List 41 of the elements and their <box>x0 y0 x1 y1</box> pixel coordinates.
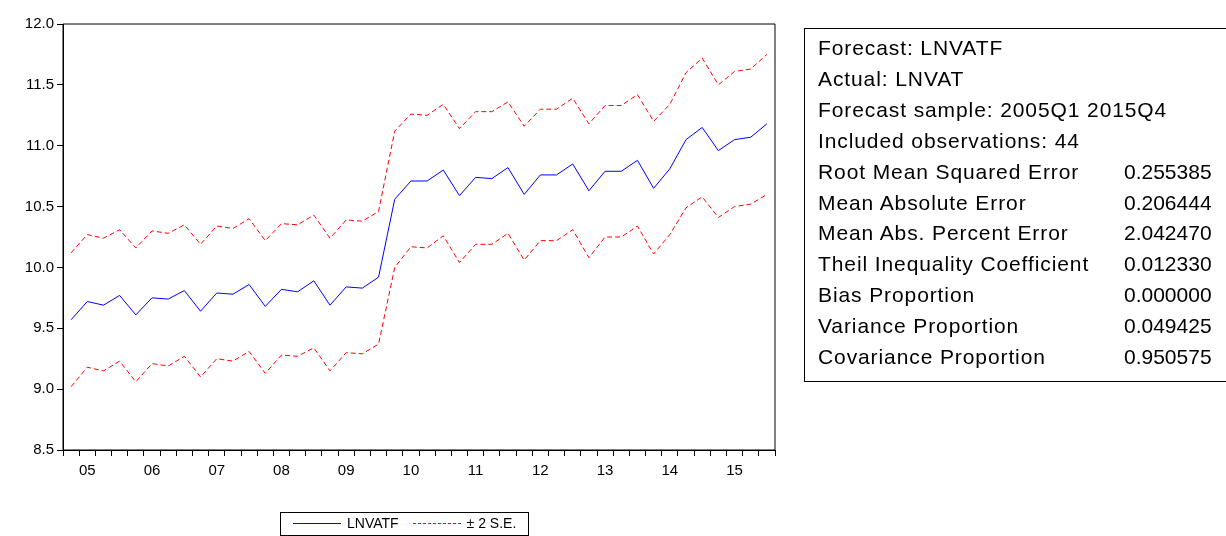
category-label: Forecast: LNVATF <box>818 35 1004 61</box>
x-tick-label: 05 <box>78 461 96 479</box>
legend-label: LNVATF <box>347 515 399 531</box>
category-label: Variance Proportion <box>818 313 1021 340</box>
category-label: Mean Absolute Error <box>818 189 1028 216</box>
line-series <box>70 53 768 254</box>
line-series <box>70 193 768 388</box>
x-tick-label: 15 <box>726 461 743 479</box>
y-tick-label: 11.0 <box>25 135 54 153</box>
category-label: Covariance Proportion <box>818 344 1047 371</box>
text: 0.950575 <box>1124 345 1212 369</box>
text: 0.049425 <box>1124 314 1212 338</box>
x-tick-label: 08 <box>273 461 290 479</box>
category-label: Bias Proportion <box>818 282 977 309</box>
x-tick-label: 12 <box>532 461 549 479</box>
x-tick-label: 10 <box>402 461 420 479</box>
category-label: Theil Inequality Coefficient <box>818 251 1091 278</box>
x-tick-label: 07 <box>208 461 226 479</box>
y-tick-label: 11.5 <box>25 75 54 92</box>
text: 0.000000 <box>1124 283 1212 307</box>
y-tick-label: 9.0 <box>33 379 54 397</box>
legend-label: ± 2 S.E. <box>466 515 517 531</box>
x-tick-label: 14 <box>661 461 679 479</box>
x-tick-label: 09 <box>337 461 355 479</box>
text: 2.042470 <box>1124 221 1212 245</box>
category-label: Forecast sample: 2005Q1 2015Q4 <box>818 96 1168 123</box>
y-tick-label: 10.5 <box>24 196 54 214</box>
category-label: Mean Abs. Percent Error <box>818 220 1070 247</box>
x-tick-label: 06 <box>143 461 161 479</box>
x-tick-label: 11 <box>467 461 484 479</box>
text: 0.255385 <box>1124 159 1212 183</box>
text: 0.206444 <box>1124 190 1212 214</box>
y-tick-label: 10.0 <box>24 257 54 275</box>
y-tick-label: 9.5 <box>33 318 54 336</box>
y-tick-label: 8.5 <box>33 440 54 458</box>
y-tick-label: 12.0 <box>24 14 54 32</box>
text: 0.012330 <box>1124 252 1212 276</box>
category-label: Root Mean Squared Error <box>818 158 1081 185</box>
category-label: Included observations: 44 <box>818 127 1080 154</box>
x-tick-label: 13 <box>596 461 614 479</box>
category-label: Actual: LNVAT <box>818 65 965 92</box>
